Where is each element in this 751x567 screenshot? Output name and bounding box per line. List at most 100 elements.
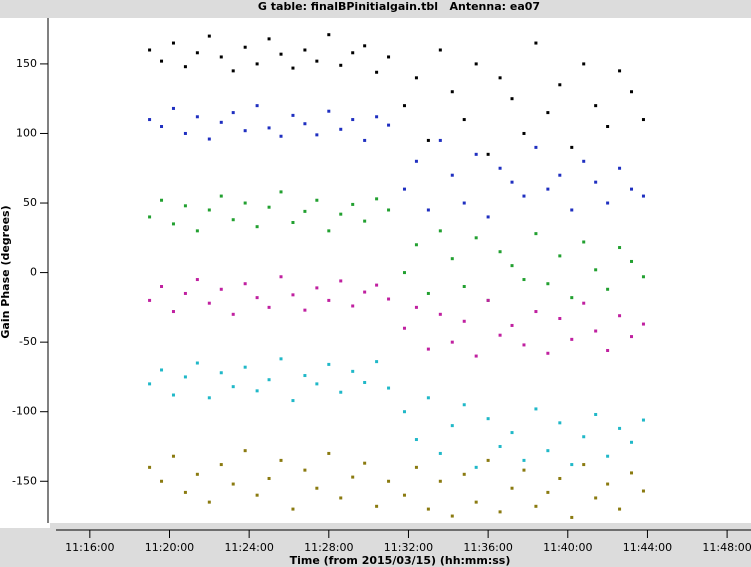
point (630, 187, 634, 191)
point (402, 187, 406, 191)
point (303, 374, 307, 378)
point (303, 209, 307, 213)
point (582, 159, 586, 163)
point (582, 62, 586, 66)
point (255, 62, 259, 66)
point (303, 48, 307, 52)
point (327, 229, 331, 233)
point (279, 52, 283, 56)
point (183, 375, 187, 379)
x-tick-label: 11:36:00 (463, 541, 512, 554)
point (618, 507, 622, 511)
point (231, 69, 235, 73)
x-tick-label: 11:44:00 (623, 541, 672, 554)
point (534, 232, 538, 236)
point (594, 180, 598, 184)
point (231, 312, 235, 316)
point (291, 113, 295, 117)
y-tick-label: 0 (30, 266, 37, 279)
point (486, 215, 490, 219)
point (387, 297, 391, 301)
point (339, 496, 343, 500)
point (582, 240, 586, 244)
point (462, 118, 466, 122)
point (171, 454, 175, 458)
point (387, 55, 391, 59)
point (462, 284, 466, 288)
point (474, 465, 478, 469)
point (618, 314, 622, 318)
point (462, 201, 466, 205)
point (546, 490, 550, 494)
point (243, 129, 247, 133)
point (195, 229, 199, 233)
point (315, 486, 319, 490)
point (351, 51, 355, 55)
point (148, 382, 152, 386)
point (641, 118, 645, 122)
plot-area (50, 18, 751, 523)
x-tick-label: 11:16:00 (65, 541, 114, 554)
point (570, 337, 574, 341)
point (534, 41, 538, 45)
point (414, 76, 418, 80)
point (414, 465, 418, 469)
point (570, 145, 574, 149)
point (582, 435, 586, 439)
point (606, 287, 610, 291)
point (438, 48, 442, 52)
point (303, 468, 307, 472)
point (402, 104, 406, 108)
point (267, 305, 271, 309)
y-tick-label: 100 (16, 126, 37, 139)
point (618, 246, 622, 250)
point (339, 212, 343, 216)
point (243, 365, 247, 369)
point (375, 197, 379, 201)
point (450, 90, 454, 94)
point (534, 504, 538, 508)
point (279, 357, 283, 361)
point (438, 451, 442, 455)
point (363, 380, 367, 384)
point (160, 198, 164, 202)
point (339, 63, 343, 67)
point (546, 187, 550, 191)
point (558, 83, 562, 87)
point (594, 268, 598, 272)
point (183, 291, 187, 295)
point (267, 378, 271, 382)
point (375, 504, 379, 508)
point (534, 310, 538, 314)
point (243, 449, 247, 453)
point (291, 293, 295, 297)
point (363, 290, 367, 294)
point (546, 111, 550, 115)
point (582, 463, 586, 467)
point (387, 479, 391, 483)
point (522, 468, 526, 472)
point (231, 111, 235, 115)
point (450, 340, 454, 344)
point (606, 348, 610, 352)
point (375, 283, 379, 287)
point (558, 173, 562, 177)
point (546, 351, 550, 355)
point (641, 275, 645, 279)
point (207, 137, 211, 141)
point (402, 410, 406, 414)
point (558, 254, 562, 258)
point (438, 479, 442, 483)
point (375, 115, 379, 119)
point (426, 396, 430, 400)
point (327, 362, 331, 366)
point (387, 208, 391, 212)
point (522, 343, 526, 347)
point (450, 173, 454, 177)
point (160, 284, 164, 288)
point (267, 205, 271, 209)
point (522, 458, 526, 462)
point (267, 476, 271, 480)
point (450, 424, 454, 428)
point (522, 194, 526, 198)
